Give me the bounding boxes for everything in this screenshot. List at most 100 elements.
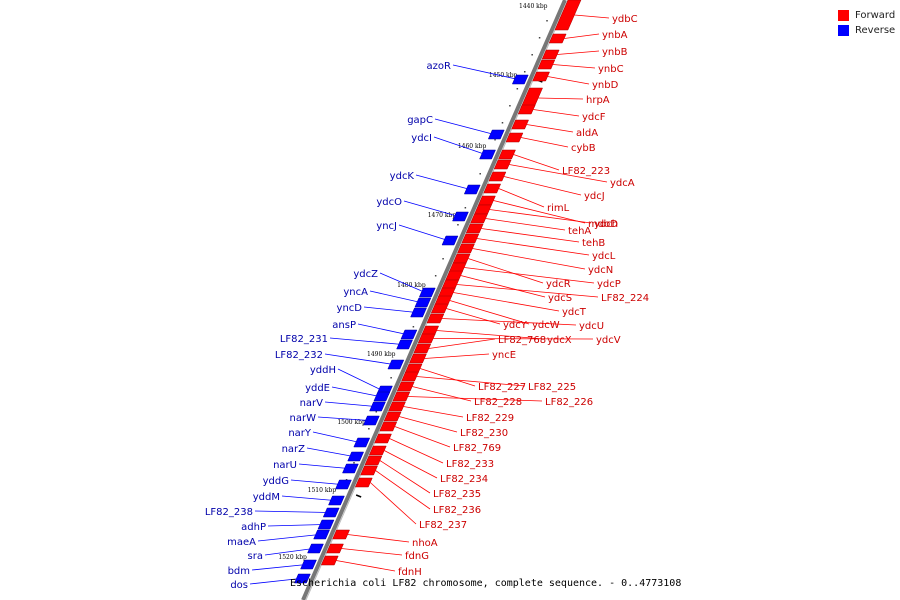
- forward-gene-label: ydcF: [582, 112, 606, 123]
- reverse-gene-block: [400, 329, 418, 340]
- axis-dot: [353, 462, 355, 464]
- reverse-gene-label: narY: [288, 428, 312, 439]
- reverse-gene-connector: [415, 174, 471, 190]
- forward-gene-label: ynbA: [602, 30, 628, 41]
- reverse-gene-label: adhP: [241, 522, 266, 533]
- reverse-gene-block: [487, 129, 505, 140]
- forward-gene-connector: [446, 308, 501, 325]
- reverse-gene-connector: [452, 64, 519, 80]
- forward-gene-connector: [341, 548, 403, 556]
- reverse-gene-label: ansP: [332, 320, 356, 331]
- forward-gene-connector: [433, 338, 594, 340]
- forward-gene-connector: [533, 109, 580, 117]
- forward-gene-block: [417, 333, 436, 344]
- forward-gene-connector: [509, 164, 608, 183]
- forward-gene-label: LF82_227: [478, 382, 526, 393]
- forward-gene-connector: [526, 124, 574, 133]
- axis-dot: [412, 326, 415, 328]
- reverse-gene-label: yncD: [337, 303, 363, 314]
- forward-gene-block: [465, 223, 484, 234]
- forward-gene-block: [537, 59, 556, 70]
- forward-gene-block: [505, 132, 524, 143]
- reverse-gene-connector: [254, 510, 330, 513]
- reverse-gene-block: [452, 211, 469, 222]
- axis-dot: [464, 207, 467, 209]
- axis-dot: [494, 139, 496, 141]
- legend-reverse: Reverse: [838, 23, 895, 38]
- forward-gene-connector: [389, 438, 444, 464]
- reverse-gene-label: narU: [273, 460, 297, 471]
- forward-gene-connector: [407, 396, 543, 402]
- forward-gene-block: [326, 543, 344, 554]
- forward-gene-connector: [557, 50, 600, 55]
- axis-dot: [523, 71, 526, 73]
- forward-gene-block: [404, 363, 423, 374]
- forward-gene-block: [379, 421, 398, 432]
- forward-gene-connector: [428, 338, 496, 349]
- forward-gene-label: LF82_230: [460, 428, 508, 439]
- reverse-gene-connector: [379, 272, 426, 293]
- reverse-swatch: [838, 25, 849, 36]
- forward-gene-connector: [419, 368, 476, 387]
- forward-gene-label: LF82_229: [466, 413, 514, 424]
- forward-gene-block: [396, 381, 415, 392]
- reverse-gene-block: [387, 359, 405, 370]
- forward-gene-label: ydcW: [532, 320, 560, 331]
- forward-gene-connector: [336, 560, 396, 572]
- forward-gene-label: LF82_237: [419, 520, 467, 531]
- forward-gene-block: [498, 149, 516, 160]
- forward-gene-connector: [460, 275, 546, 298]
- forward-gene-connector: [476, 238, 590, 256]
- forward-gene-label: LF82_235: [433, 489, 481, 500]
- reverse-gene-label: LF82_238: [205, 507, 253, 518]
- reverse-gene-block: [396, 339, 413, 350]
- forward-gene-block: [493, 159, 512, 170]
- forward-gene-connector: [449, 300, 530, 325]
- forward-gene-label: ydch: [594, 219, 618, 230]
- reverse-gene-label: narZ: [282, 444, 306, 455]
- reverse-gene-label: yddM: [253, 492, 280, 503]
- reverse-gene-label: azoR: [427, 61, 451, 72]
- forward-gene-label: ydcJ: [584, 191, 605, 202]
- forward-gene-block: [374, 433, 392, 444]
- reverse-gene-block: [373, 391, 391, 402]
- reverse-gene-connector: [324, 353, 394, 365]
- forward-gene-connector: [441, 318, 577, 326]
- reverse-gene-connector: [251, 564, 307, 571]
- reverse-gene-block: [335, 479, 352, 490]
- forward-gene-label: ydcS: [548, 293, 572, 304]
- forward-gene-label: ydcP: [597, 279, 621, 290]
- forward-gene-label: aldA: [576, 128, 598, 139]
- forward-gene-connector: [513, 154, 560, 171]
- forward-gene-block: [470, 213, 488, 224]
- reverse-gene-label: gapC: [407, 115, 433, 126]
- reverse-gene-label: LF82_231: [280, 334, 328, 345]
- forward-gene-block: [488, 171, 507, 182]
- forward-gene-block: [483, 183, 502, 194]
- forward-gene-label: ynbB: [602, 47, 628, 58]
- axis-dot: [390, 377, 392, 379]
- forward-gene-label: LF82_768: [498, 335, 546, 346]
- reverse-gene-block: [479, 149, 496, 160]
- forward-gene-label: LF82_225: [528, 382, 576, 393]
- tick-label: 1520 kbp: [278, 554, 307, 561]
- legend-forward-label: Forward: [855, 10, 896, 21]
- legend-reverse-label: Reverse: [855, 25, 896, 36]
- reverse-gene-connector: [398, 224, 449, 241]
- tick-label: 1470 kbp: [428, 212, 457, 219]
- forward-gene-connector: [403, 406, 464, 418]
- reverse-gene-connector: [298, 463, 349, 469]
- forward-gene-connector: [384, 450, 438, 479]
- forward-gene-label: hrpA: [586, 95, 610, 106]
- forward-gene-block: [541, 49, 560, 60]
- reverse-gene-block: [418, 287, 436, 298]
- chromosome-backbone: [301, 0, 567, 600]
- tick-label: 1440 kbp: [519, 3, 548, 10]
- forward-gene-connector: [547, 76, 590, 85]
- reverse-gene-connector: [317, 416, 370, 421]
- reverse-gene-connector: [363, 306, 417, 313]
- forward-gene-block: [392, 391, 411, 402]
- reverse-gene-label: yncJ: [376, 221, 397, 232]
- forward-gene-connector: [489, 209, 592, 224]
- reverse-gene-connector: [281, 495, 335, 501]
